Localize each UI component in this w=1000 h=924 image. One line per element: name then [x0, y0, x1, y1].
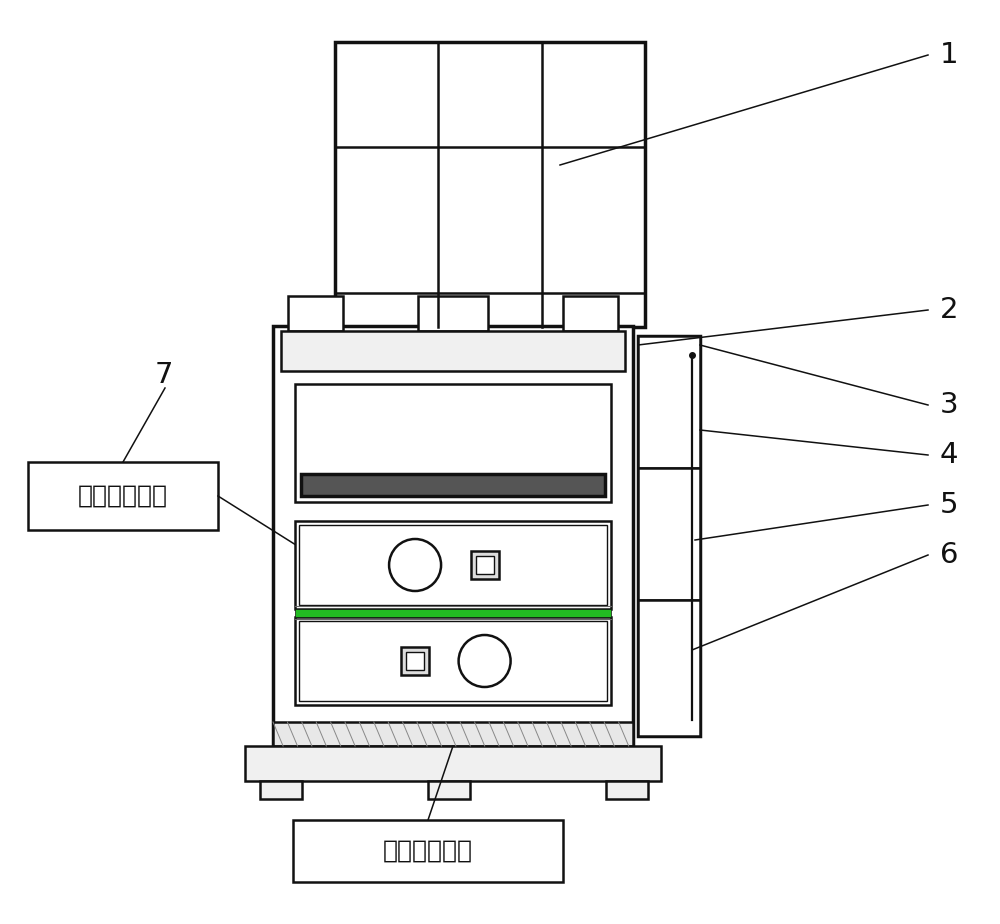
Bar	[418, 296, 488, 331]
Text: 温度控制组件: 温度控制组件	[78, 484, 168, 508]
Text: 3: 3	[940, 391, 959, 419]
Text: 4: 4	[940, 441, 958, 469]
Bar	[295, 521, 611, 609]
Bar	[299, 525, 607, 605]
Text: 6: 6	[940, 541, 958, 569]
Bar	[273, 722, 633, 746]
Bar	[301, 474, 605, 496]
Bar	[401, 647, 429, 675]
Bar	[428, 781, 470, 799]
Bar	[638, 600, 700, 736]
Text: 5: 5	[940, 491, 958, 519]
Bar	[293, 820, 563, 882]
Bar	[295, 609, 611, 617]
Bar	[335, 42, 645, 327]
Text: 电子负载组件: 电子负载组件	[383, 839, 473, 863]
Bar	[606, 781, 648, 799]
Bar	[299, 621, 607, 701]
Bar	[406, 652, 424, 670]
Text: 2: 2	[940, 296, 958, 324]
Bar	[245, 746, 661, 781]
Bar	[638, 468, 700, 600]
Bar	[295, 617, 611, 705]
Text: 1: 1	[940, 41, 959, 69]
Bar	[471, 551, 499, 579]
Bar	[563, 296, 618, 331]
Bar	[28, 462, 218, 530]
Bar	[476, 556, 494, 574]
Text: 7: 7	[155, 361, 174, 389]
Bar	[281, 331, 625, 371]
Bar	[638, 336, 700, 736]
Bar	[295, 384, 611, 502]
Bar	[288, 296, 343, 331]
Bar	[273, 326, 633, 746]
Bar	[260, 781, 302, 799]
Bar	[638, 336, 700, 468]
